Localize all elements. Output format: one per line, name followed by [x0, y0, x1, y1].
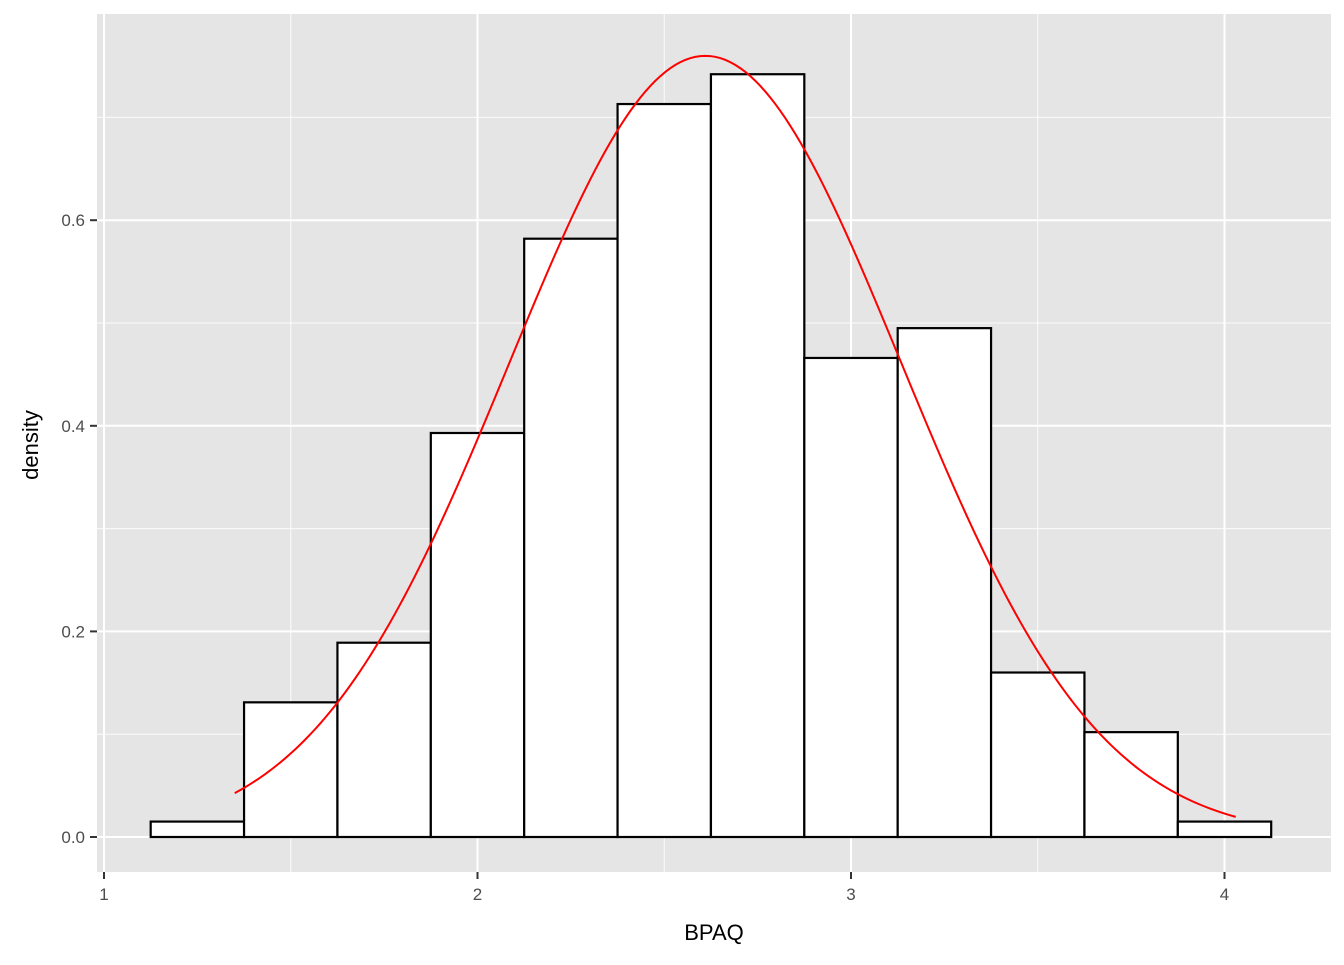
histogram-bar: [1083, 731, 1179, 839]
y-axis-title: density: [18, 410, 43, 480]
y-tick-label: 0.6: [61, 211, 85, 230]
histogram-bar: [336, 641, 432, 839]
histogram-bar: [1176, 820, 1273, 839]
x-axis-ticks: 1 2 3 4: [99, 872, 1229, 904]
histogram-bar: [896, 327, 993, 839]
histogram-bar: [523, 237, 619, 839]
histogram-bars: [149, 73, 1273, 839]
histogram-bar: [803, 356, 899, 839]
histogram-bar: [989, 671, 1086, 839]
x-tick-label: 1: [99, 885, 108, 904]
y-tick-label: 0.0: [61, 828, 85, 847]
histogram-bar: [709, 73, 806, 839]
normal-density-curve: [234, 54, 1236, 818]
x-tick-label: 2: [473, 885, 482, 904]
histogram-bar: [616, 102, 713, 839]
histogram-bar: [429, 431, 526, 839]
y-axis-ticks: 0.0 0.2 0.4 0.6: [61, 211, 97, 847]
x-axis-title: BPAQ: [684, 920, 744, 945]
y-tick-label: 0.2: [61, 622, 85, 641]
histogram-bar: [149, 820, 246, 839]
x-tick-label: 4: [1220, 885, 1229, 904]
x-tick-label: 3: [846, 885, 855, 904]
y-tick-label: 0.4: [61, 417, 85, 436]
histogram-bar: [242, 701, 339, 839]
